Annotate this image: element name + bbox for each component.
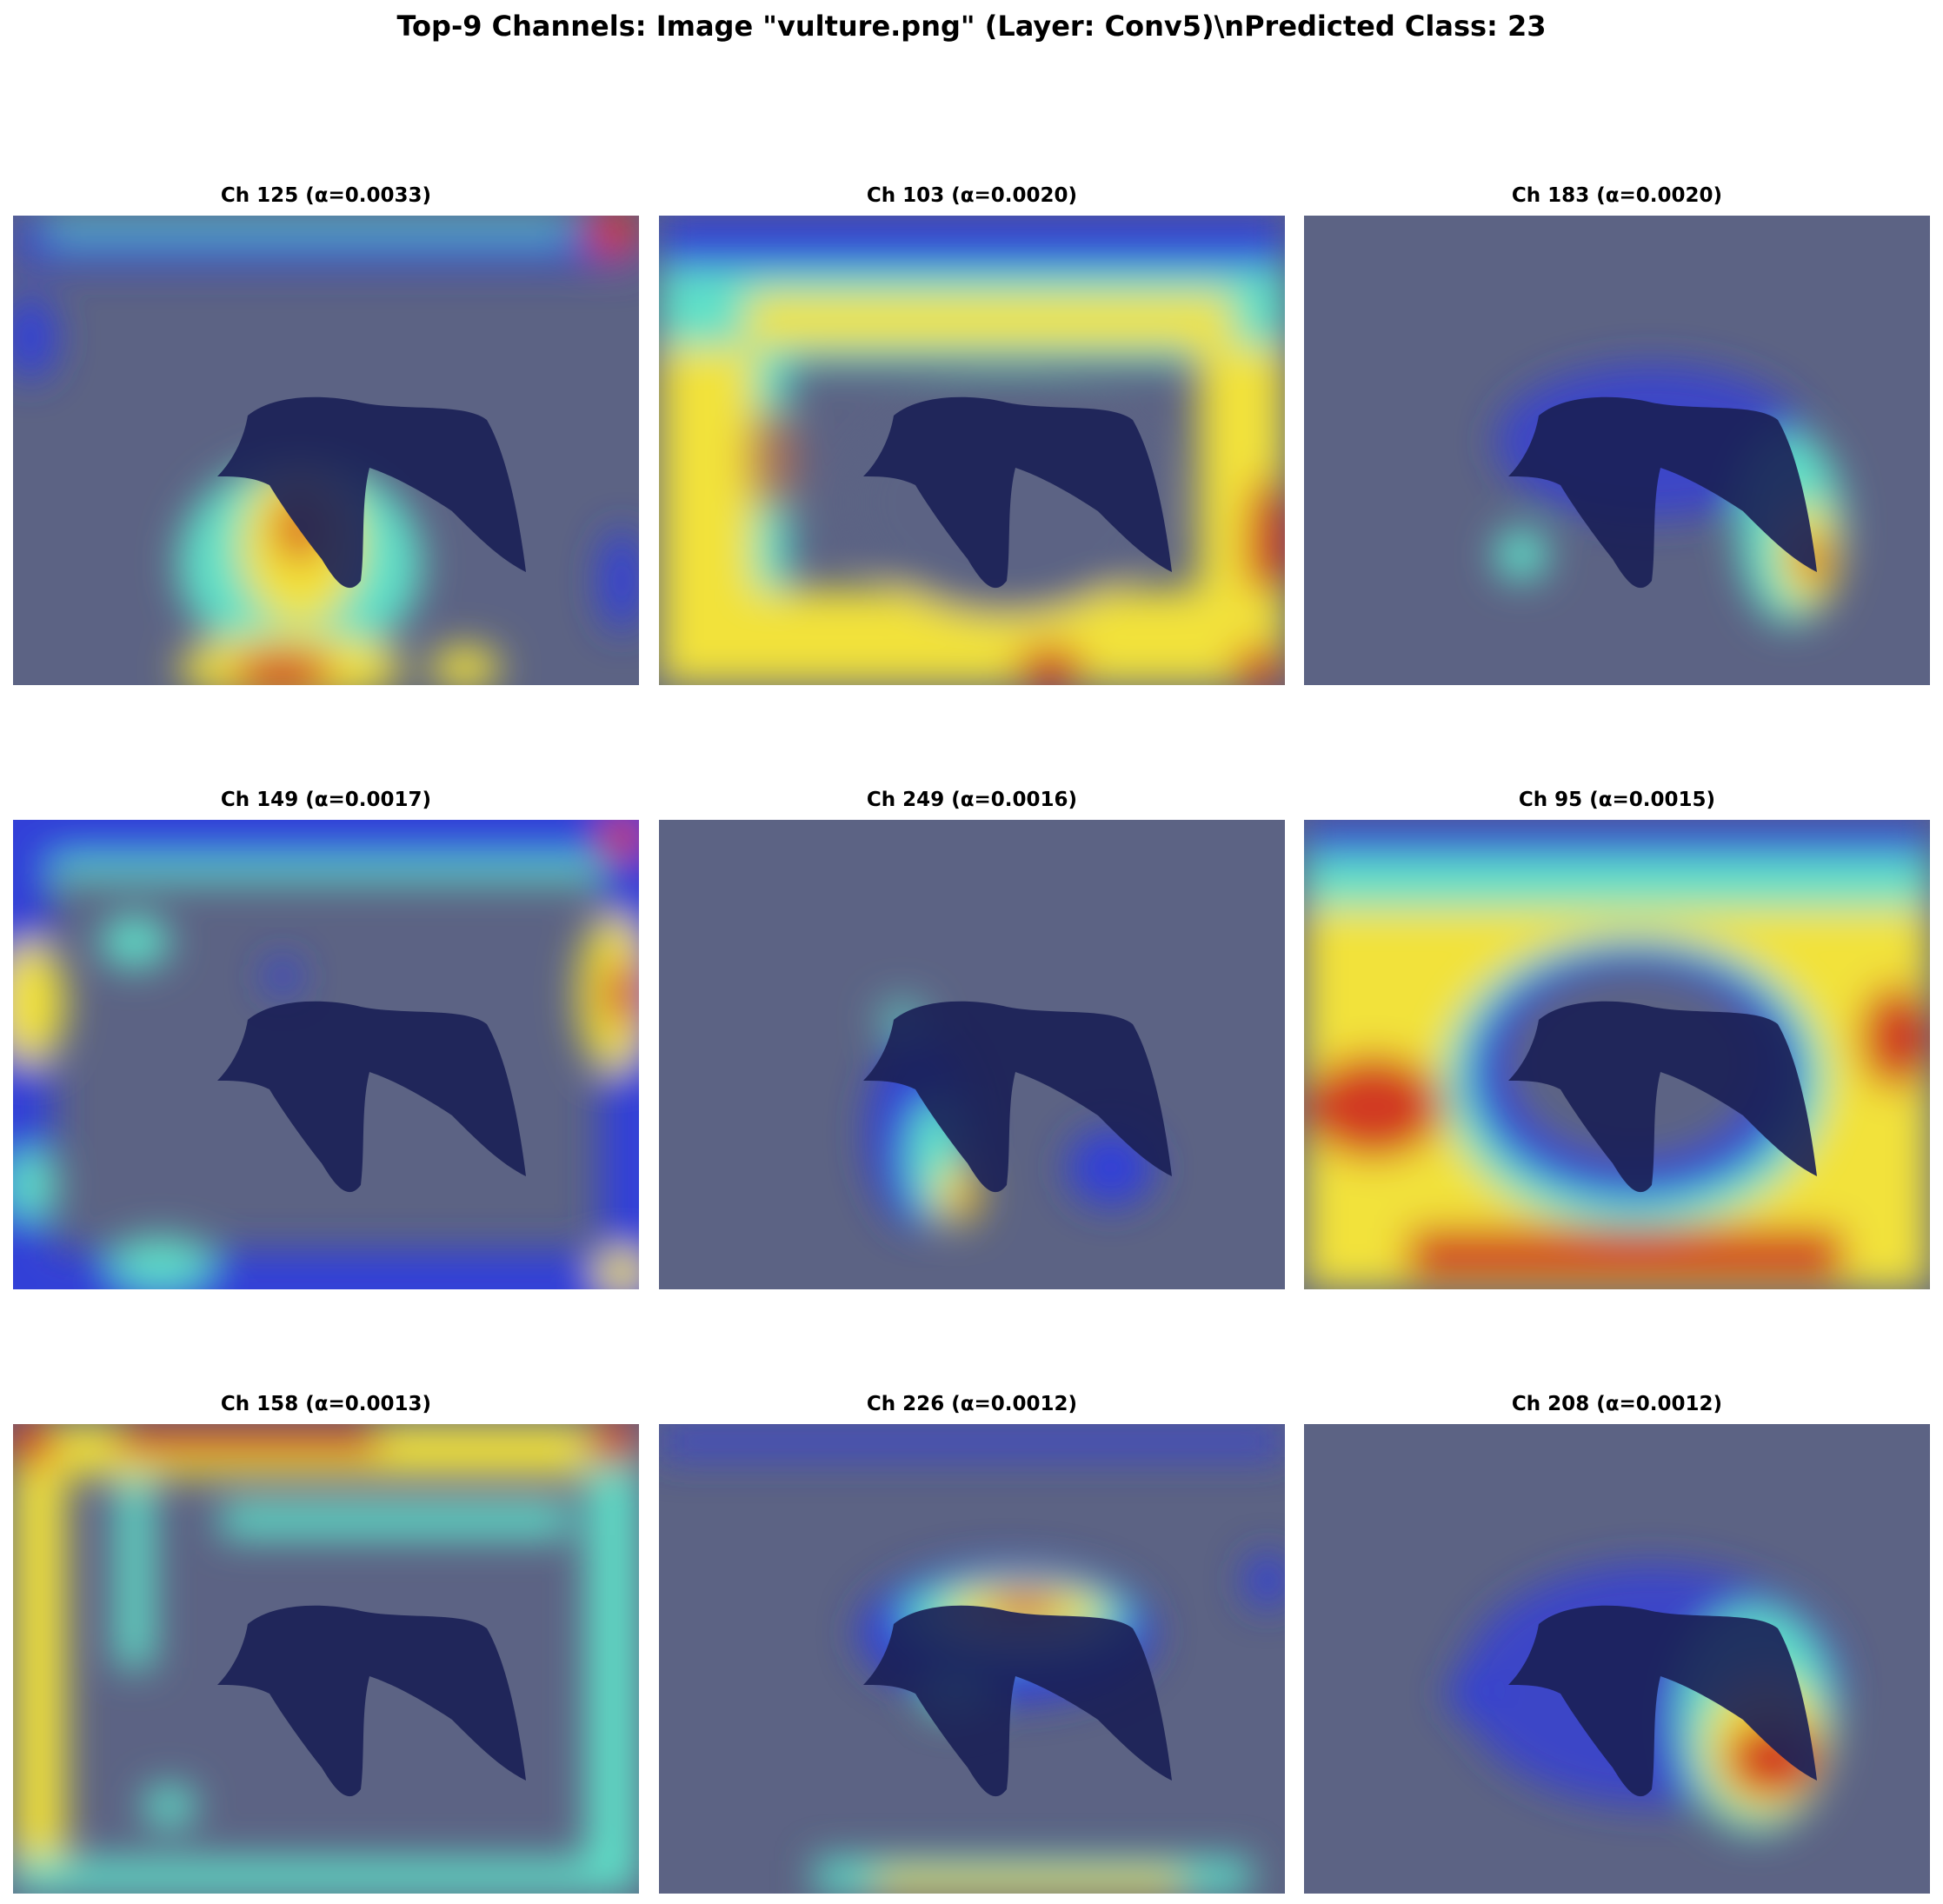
panel-title: Ch 208 (α=0.0012) xyxy=(1511,1393,1723,1415)
panel-title: Ch 249 (α=0.0016) xyxy=(866,789,1078,811)
panel-title: Ch 125 (α=0.0033) xyxy=(220,184,432,207)
panel-title: Ch 183 (α=0.0020) xyxy=(1511,184,1723,207)
panel-title: Ch 226 (α=0.0012) xyxy=(866,1393,1078,1415)
heatmap-overlay-image xyxy=(659,216,1285,685)
heatmap-overlay-image xyxy=(1304,820,1930,1289)
panel-title: Ch 103 (α=0.0020) xyxy=(866,184,1078,207)
panel-title: Ch 158 (α=0.0013) xyxy=(220,1393,432,1415)
heatmap-overlay-image xyxy=(13,1424,639,1894)
heatmap-overlay-image xyxy=(1304,1424,1930,1894)
panel-title: Ch 149 (α=0.0017) xyxy=(220,789,432,811)
heatmap-overlay-image xyxy=(659,1424,1285,1894)
heatmap-overlay-image xyxy=(13,820,639,1289)
heatmap-overlay-image xyxy=(1304,216,1930,685)
heatmap-overlay-image xyxy=(13,216,639,685)
heatmap-overlay-image xyxy=(659,820,1285,1289)
panel-title: Ch 95 (α=0.0015) xyxy=(1518,789,1716,811)
figure-title: Top-9 Channels: Image "vulture.png" (Lay… xyxy=(396,10,1547,43)
